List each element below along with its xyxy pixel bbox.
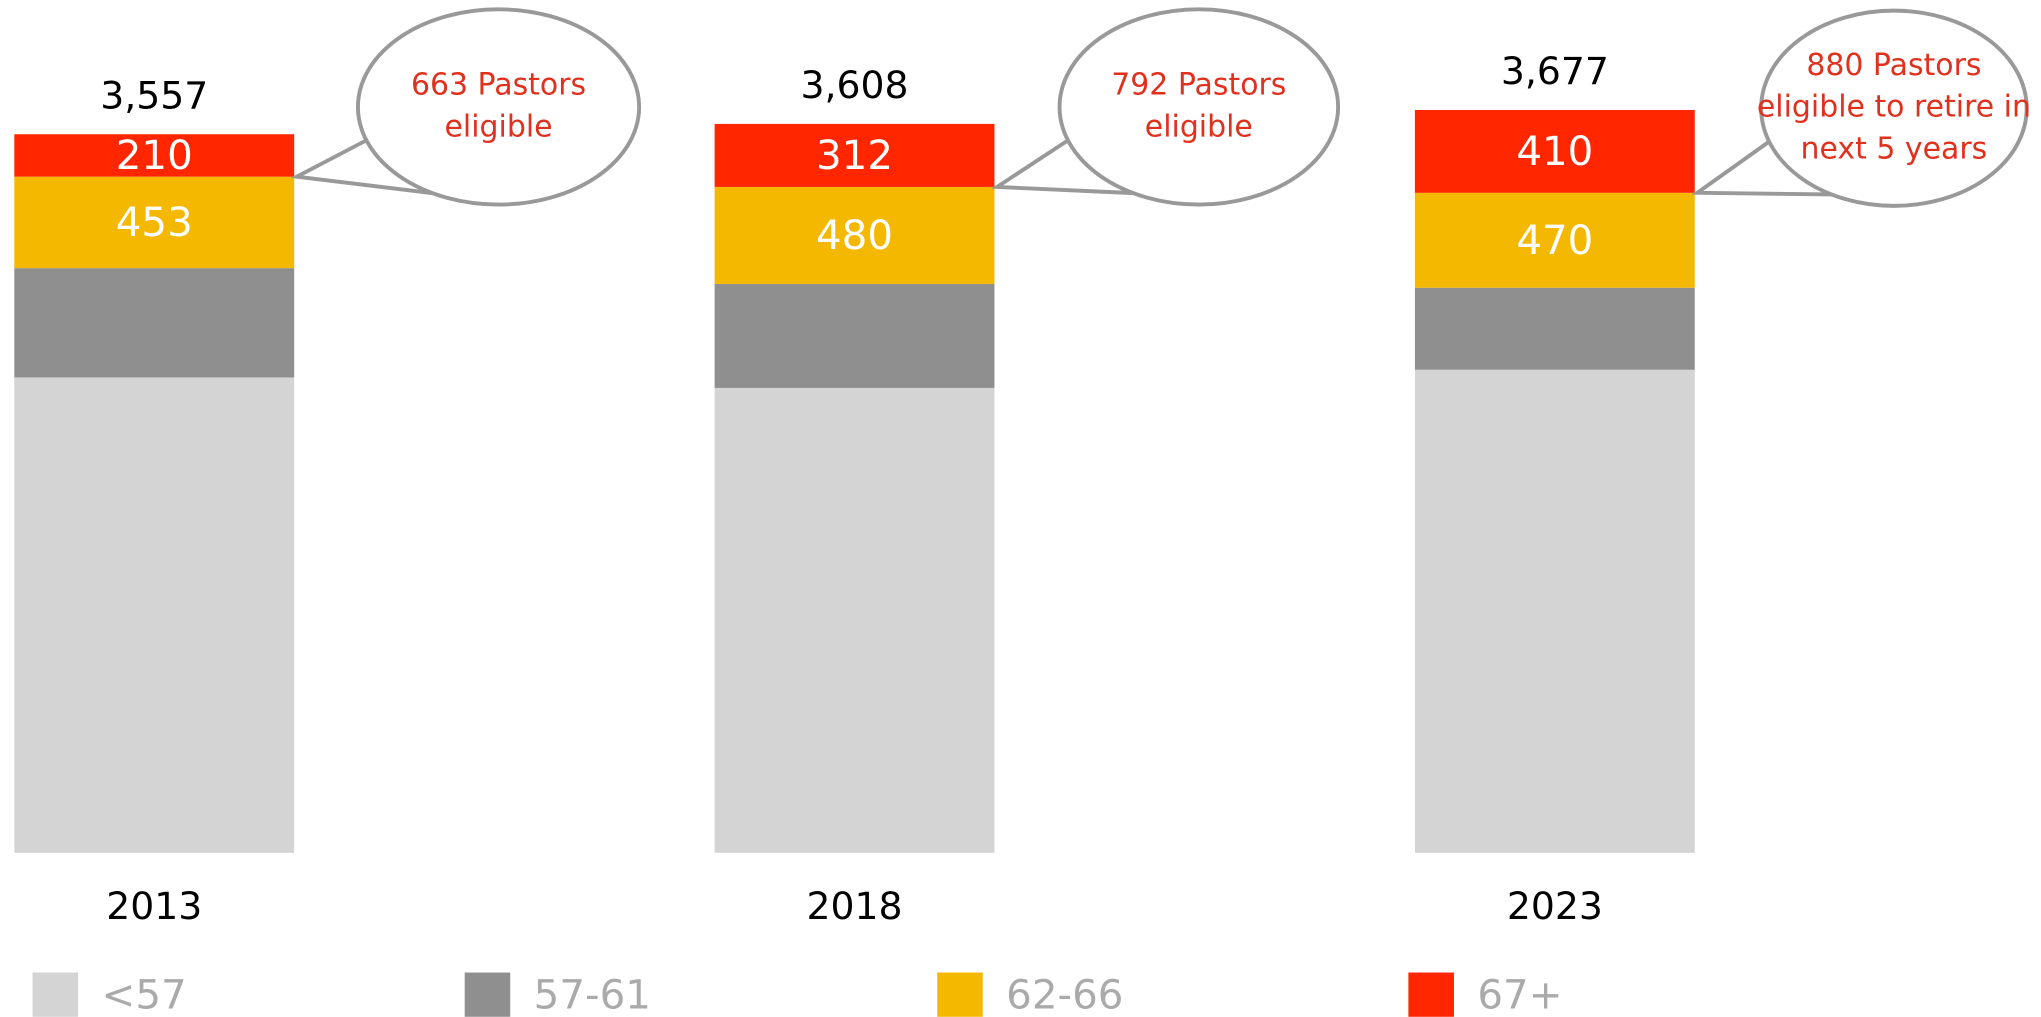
segment-label: 453 — [116, 199, 193, 246]
callout-text: eligible to retire in — [1757, 90, 2031, 125]
total-label: 3,608 — [801, 63, 909, 107]
bar-segment — [14, 268, 295, 378]
callout-tail — [990, 138, 1134, 196]
bar-segment — [1414, 109, 1695, 193]
bar-segment — [714, 186, 995, 284]
x-tick-label: 2018 — [807, 884, 903, 928]
segment-label: 210 — [116, 132, 193, 179]
legend-label: <57 — [102, 971, 187, 1017]
bar-segment — [714, 123, 995, 187]
callout-tail — [290, 138, 433, 196]
segment-label: 312 — [816, 132, 893, 179]
bar-segment — [1414, 287, 1695, 370]
callout-text: eligible — [1145, 109, 1253, 144]
legend-label: 67+ — [1477, 971, 1562, 1017]
bar-segment — [1414, 192, 1695, 288]
segment-label: 480 — [816, 212, 893, 259]
legend-label: 57-61 — [534, 971, 651, 1017]
bar-segment — [14, 176, 295, 269]
callout-bubble — [1759, 8, 2029, 208]
x-tick-label: 2013 — [106, 884, 202, 928]
legend-label: 62-66 — [1006, 971, 1123, 1017]
callout-text: 880 Pastors — [1806, 48, 1981, 83]
callout-text: 663 Pastors — [411, 68, 586, 103]
total-label: 3,557 — [100, 73, 208, 117]
segment-label: 410 — [1516, 128, 1593, 175]
total-label: 3,677 — [1501, 49, 1609, 93]
legend-swatch — [937, 972, 983, 1017]
callout-text: next 5 years — [1801, 131, 1988, 166]
bar-segment — [714, 283, 995, 388]
bar-segment — [1414, 369, 1695, 853]
callout-bubble — [356, 7, 642, 207]
segment-label: 470 — [1516, 217, 1593, 264]
bar-segment — [714, 387, 995, 853]
bar-segment — [14, 134, 295, 177]
legend-swatch — [1408, 972, 1454, 1017]
x-tick-label: 2023 — [1507, 884, 1603, 928]
callout-tail — [1691, 140, 1832, 197]
legend-swatch — [464, 972, 511, 1017]
bar-segment — [14, 377, 295, 853]
callout-text: 792 Pastors — [1111, 68, 1286, 103]
callout-bubble — [1057, 7, 1341, 207]
legend-swatch — [32, 972, 79, 1017]
callout-text: eligible — [445, 109, 553, 144]
